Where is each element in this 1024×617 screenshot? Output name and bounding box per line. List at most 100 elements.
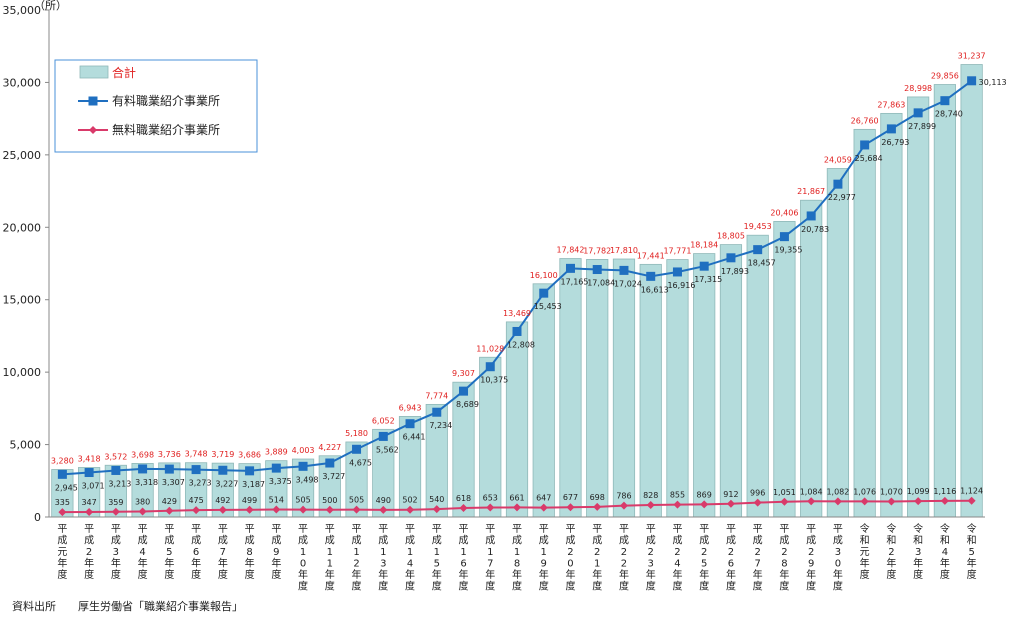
label-free: 335 — [55, 498, 70, 507]
x-tick-label-char: 成 — [646, 535, 656, 547]
label-total: 18,805 — [717, 232, 745, 241]
label-total: 4,003 — [292, 446, 315, 455]
x-tick-label-char: 2 — [701, 547, 707, 558]
label-free: 1,116 — [933, 487, 956, 496]
legend-swatch-total — [79, 65, 109, 79]
point-free — [673, 500, 682, 509]
x-tick-label-char: 2 — [621, 559, 627, 570]
label-paid: 3,071 — [82, 482, 105, 491]
label-free: 505 — [295, 496, 310, 505]
x-tick-label-char: 1 — [300, 547, 306, 558]
x-tick-label-char: 9 — [808, 559, 814, 570]
x-tick-label-char: 年 — [565, 568, 575, 581]
y-axis: 0 5,000 10,000 15,000 20,000 25,000 30,000 35,0… — [3, 0, 68, 524]
x-tick-label-char: 令 — [967, 522, 977, 535]
label-total: 5,180 — [345, 429, 368, 438]
x-tick-label-char: 平 — [84, 524, 94, 535]
label-total: 17,782 — [583, 246, 611, 255]
x-tick-label-char: 9 — [541, 559, 547, 570]
x-tick-label-char: 和 — [967, 535, 977, 547]
point-free — [432, 505, 441, 514]
label-total: 3,736 — [158, 450, 181, 459]
x-tick-label-char: 8 — [514, 559, 520, 570]
label-total: 24,059 — [824, 155, 852, 164]
x-tick-label-char: 平 — [806, 524, 816, 535]
point-free — [406, 505, 415, 514]
x-tick-label-char: 平 — [298, 524, 308, 535]
x-tick-label-char: 平 — [138, 524, 148, 535]
label-free: 475 — [188, 496, 203, 505]
point-paid — [218, 465, 228, 475]
x-tick-label-char: 度 — [271, 568, 281, 581]
label-free: 359 — [108, 498, 123, 507]
label-paid: 27,899 — [908, 122, 936, 131]
x-tick-label-char: 成 — [432, 535, 442, 547]
x-tick-label-char: 度 — [592, 580, 602, 593]
x-tick-label-char: 成 — [779, 535, 789, 547]
x-tick-label-char: 成 — [111, 535, 121, 547]
x-tick-label-char: 度 — [860, 568, 870, 581]
label-paid: 15,453 — [534, 302, 562, 311]
x-tick-label-char: 2 — [86, 547, 92, 558]
label-total: 21,867 — [797, 187, 825, 196]
x-tick-label-char: 年 — [378, 568, 388, 581]
x-axis: 平成元年度平成2年度平成3年度平成4年度平成5年度平成6年度平成7年度平成8年度… — [49, 516, 985, 593]
point-paid — [164, 464, 174, 474]
label-free: 677 — [563, 493, 578, 502]
point-free — [459, 504, 468, 513]
bar-total — [639, 263, 662, 518]
bar-total — [933, 84, 956, 518]
x-tick-label-char: 平 — [405, 524, 415, 535]
label-total: 26,760 — [851, 116, 879, 125]
x-tick-label-char: 成 — [352, 535, 362, 547]
x-tick-label-char: 度 — [352, 580, 362, 593]
x-tick-label-char: 4 — [674, 559, 680, 570]
x-tick-label-char: 成 — [485, 535, 495, 547]
x-tick-label-char: 度 — [432, 580, 442, 593]
point-free — [887, 497, 896, 506]
x-tick-label-char: 年 — [138, 557, 148, 570]
x-tick-label-char: 元 — [57, 547, 67, 558]
label-total: 17,842 — [556, 246, 584, 255]
label-free: 618 — [456, 494, 471, 503]
x-tick-label-char: 6 — [460, 559, 466, 570]
point-free — [245, 505, 254, 514]
label-paid: 20,783 — [801, 225, 829, 234]
x-tick-label-char: 度 — [84, 568, 94, 581]
point-paid — [84, 468, 94, 478]
point-paid — [271, 463, 281, 473]
x-tick-label-char: 平 — [779, 524, 789, 535]
x-tick-label-char: 平 — [245, 524, 255, 535]
label-paid: 6,441 — [403, 433, 426, 442]
label-paid: 3,318 — [135, 478, 158, 487]
y-tick-label: 10,000 — [3, 366, 42, 379]
x-tick-label-char: 平 — [164, 524, 174, 535]
point-free — [85, 507, 94, 516]
label-paid: 3,187 — [242, 480, 265, 489]
x-tick-label-char: 2 — [674, 547, 680, 558]
y-tick-label: 20,000 — [3, 221, 42, 234]
x-tick-label-char: 度 — [779, 580, 789, 593]
label-total: 17,441 — [637, 251, 665, 260]
x-tick-label-char: 年 — [325, 568, 335, 581]
y-tick-label: 0 — [34, 511, 41, 524]
point-free — [700, 500, 709, 509]
x-tick-label-char: 度 — [191, 568, 201, 581]
point-free — [566, 503, 575, 512]
x-tick-label-char: 3 — [648, 559, 654, 570]
point-free — [833, 497, 842, 506]
point-free — [379, 505, 388, 514]
label-total: 11,028 — [476, 344, 504, 353]
x-tick-label-char: 2 — [648, 547, 654, 558]
x-tick-label-char: 成 — [298, 535, 308, 547]
label-free: 647 — [536, 494, 551, 503]
x-tick-label-char: 平 — [485, 524, 495, 535]
x-tick-label-char: 8 — [781, 559, 787, 570]
x-tick-label-char: 成 — [539, 535, 549, 547]
x-tick-label-char: 平 — [672, 524, 682, 535]
x-tick-label-char: 年 — [512, 568, 522, 581]
x-tick-label-char: 令 — [913, 522, 923, 535]
x-tick-label-char: 成 — [459, 535, 469, 547]
point-free — [352, 505, 361, 514]
x-tick-label-char: 平 — [699, 524, 709, 535]
